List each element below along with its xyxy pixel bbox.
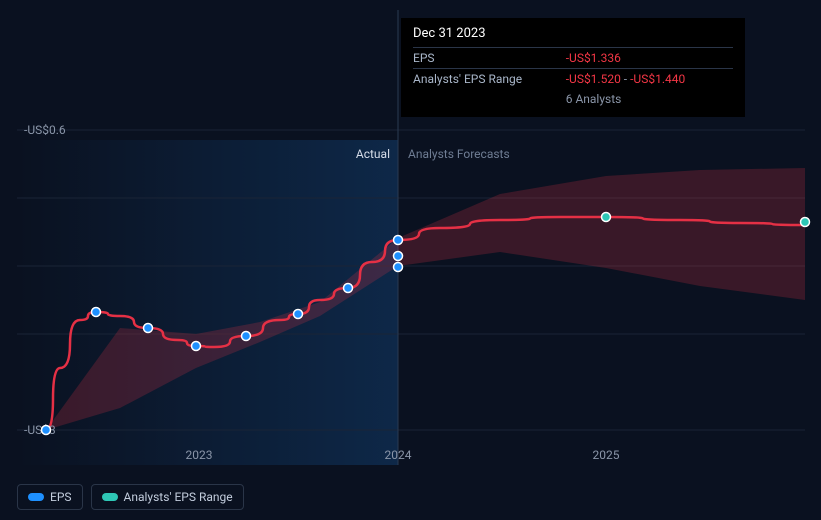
- tooltip-date: Dec 31 2023: [413, 26, 733, 41]
- legend-item[interactable]: Analysts' EPS Range: [91, 484, 244, 510]
- chart-legend: EPS Analysts' EPS Range: [17, 484, 244, 510]
- svg-text:Actual: Actual: [356, 147, 390, 161]
- legend-label: EPS: [50, 490, 72, 504]
- svg-text:2025: 2025: [593, 448, 620, 462]
- legend-label: Analysts' EPS Range: [124, 490, 233, 504]
- svg-text:2024: 2024: [385, 448, 412, 462]
- tooltip-range-value: -US$1.520 - -US$1.440: [566, 69, 733, 90]
- legend-item[interactable]: EPS: [17, 484, 83, 510]
- legend-swatch-icon: [28, 493, 44, 501]
- svg-text:2023: 2023: [186, 448, 213, 462]
- tooltip-analyst-count: 6 Analysts: [566, 89, 733, 109]
- svg-text:Analysts Forecasts: Analysts Forecasts: [408, 147, 510, 161]
- tooltip-row-label: EPS: [413, 48, 566, 69]
- legend-swatch-icon: [102, 493, 118, 501]
- chart-tooltip: Dec 31 2023 EPS -US$1.336 Analysts' EPS …: [401, 18, 745, 117]
- tooltip-row-label: Analysts' EPS Range: [413, 69, 566, 90]
- svg-text:-US$0.6: -US$0.6: [24, 123, 66, 137]
- tooltip-row-value: -US$1.336: [566, 48, 733, 69]
